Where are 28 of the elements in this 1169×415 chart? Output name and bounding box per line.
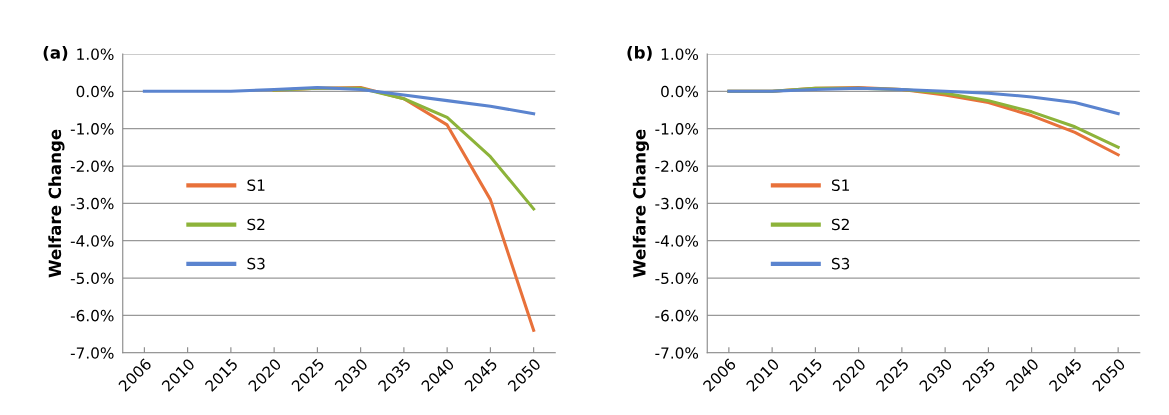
y-tick-label: -5.0%	[655, 272, 699, 285]
y-tick-label: -7.0%	[655, 347, 699, 359]
y-axis-title: Welfare Change	[632, 129, 650, 278]
y-tick-label: 0.0%	[76, 85, 114, 98]
chart-title: (a)	[43, 45, 68, 61]
chart-title: (b)	[627, 45, 652, 61]
legend-label: S2	[247, 218, 265, 231]
y-tick-label: 1.0%	[661, 48, 699, 60]
y-tick-label: -3.0%	[70, 197, 114, 210]
legend-label: S2	[831, 218, 849, 231]
y-tick-label: 0.0%	[661, 85, 699, 98]
y-tick-label: 1.0%	[77, 48, 114, 60]
y-tick-label: -2.0%	[70, 160, 114, 173]
y-tick-label: -5.0%	[70, 272, 114, 285]
y-tick-label: -1.0%	[655, 123, 699, 135]
legend-label: S1	[247, 179, 265, 191]
y-axis-title: Welfare Change	[48, 129, 65, 278]
legend-label: S3	[831, 257, 850, 270]
y-tick-label: -4.0%	[655, 235, 699, 247]
y-tick-label: -6.0%	[70, 309, 114, 322]
y-tick-label: -6.0%	[655, 309, 699, 322]
y-tick-label: -4.0%	[70, 235, 114, 247]
y-tick-label: -3.0%	[655, 197, 699, 210]
legend-label: S3	[247, 257, 265, 270]
legend-label: S1	[831, 179, 849, 191]
y-tick-label: -7.0%	[70, 347, 114, 359]
y-tick-label: -2.0%	[655, 160, 699, 173]
y-tick-label: -1.0%	[70, 123, 114, 135]
